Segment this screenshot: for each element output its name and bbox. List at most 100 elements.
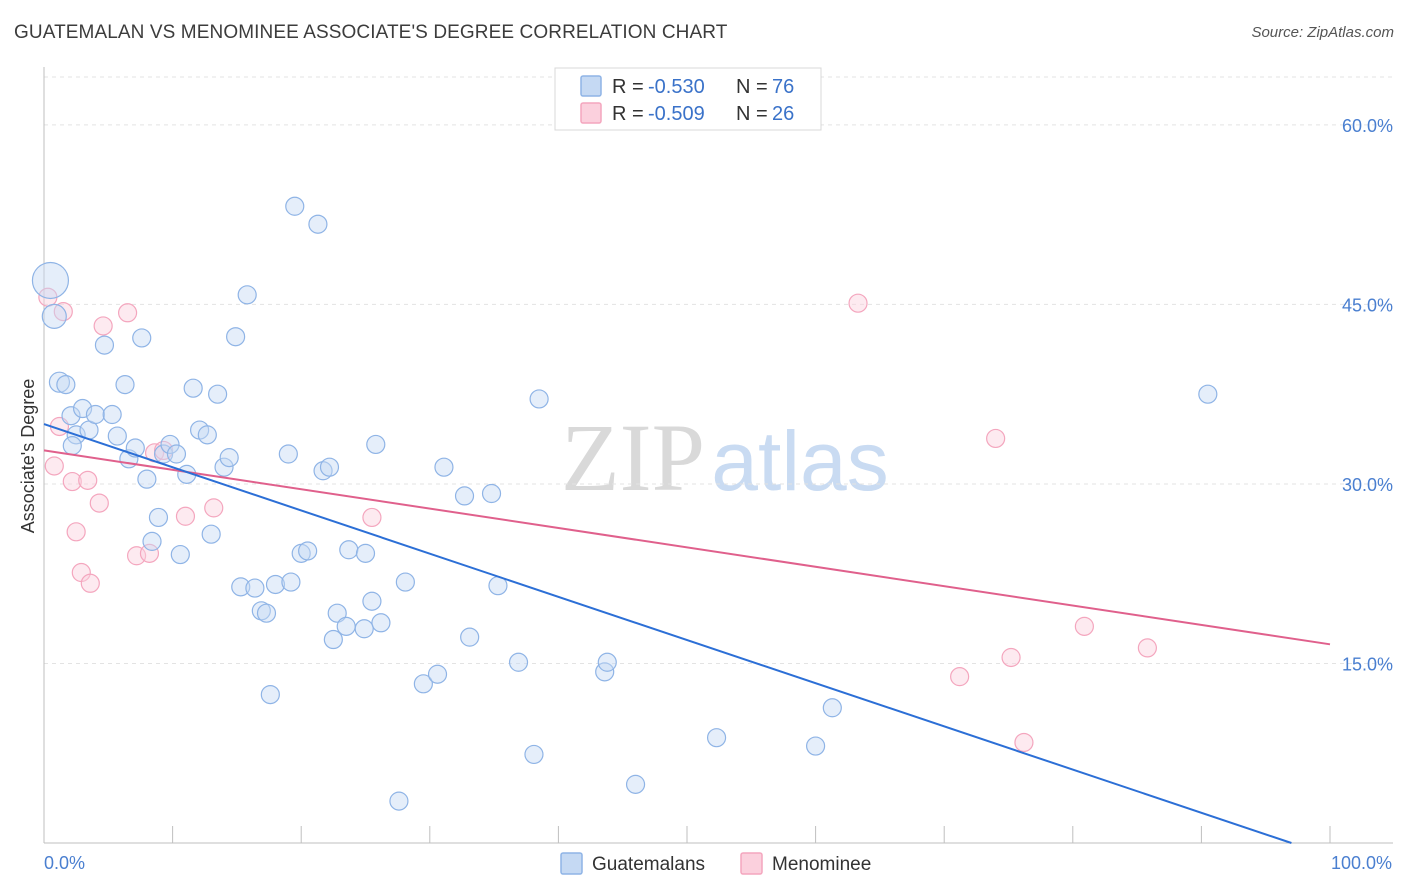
menominee-trend-line xyxy=(43,449,1331,646)
menominee-point xyxy=(117,303,138,323)
menominee-point xyxy=(950,667,970,687)
guatemalans-point xyxy=(94,335,115,355)
guatemalans-point xyxy=(107,426,127,446)
source-label: Source: ZipAtlas.com xyxy=(1251,24,1394,41)
guatemalans-point xyxy=(323,629,343,650)
guatemalans-point xyxy=(219,448,239,468)
guatemalans-point xyxy=(256,603,277,623)
guatemalans-point xyxy=(454,486,475,506)
menominee-point xyxy=(139,543,160,563)
series-legend-guatemalans: Guatemalans xyxy=(592,854,705,875)
legend-n-label-1: N = xyxy=(736,76,768,98)
menominee-points xyxy=(38,287,1157,753)
series-legend: Guatemalans Menominee xyxy=(560,852,871,875)
guatemalans-point xyxy=(62,436,82,456)
legend-n-value-1: 76 xyxy=(772,76,794,98)
guatemalans-point xyxy=(625,774,646,794)
guatemalans-point xyxy=(137,469,157,489)
menominee-point xyxy=(204,498,224,518)
legend-n-value-2: 26 xyxy=(772,103,794,125)
guatemalans-point xyxy=(354,619,374,639)
legend-swatch-blue xyxy=(580,75,602,97)
guatemalans-point xyxy=(355,543,376,563)
y-tick-label-30: 30.0% xyxy=(1342,475,1393,495)
guatemalans-point xyxy=(115,374,135,395)
guatemalans-point xyxy=(460,627,480,647)
grid-lines xyxy=(44,76,1393,664)
guatemalans-point xyxy=(597,652,617,672)
guatemalans-point xyxy=(427,664,448,684)
guatemalans-point xyxy=(41,303,67,329)
guatemalans-point xyxy=(260,684,280,705)
guatemalans-point xyxy=(278,444,298,464)
menominee-point xyxy=(175,506,196,526)
menominee-point xyxy=(1074,616,1094,636)
series-legend-menominee: Menominee xyxy=(772,854,871,875)
guatemalans-point xyxy=(208,384,228,404)
watermark-zip: ZIP xyxy=(561,404,705,511)
guatemalans-point xyxy=(327,603,347,623)
correlation-legend: R = -0.530 N = 76 R = -0.509 N = 26 xyxy=(554,67,822,131)
guatemalans-trend-line xyxy=(43,423,1292,844)
legend-swatch-pink xyxy=(580,102,602,124)
legend-r-label-1: R = xyxy=(612,76,644,98)
guatemalans-point xyxy=(237,285,257,305)
menominee-point xyxy=(66,522,86,542)
guatemalans-point xyxy=(31,261,70,300)
guatemalans-point xyxy=(226,327,246,347)
legend-r-value-1: -0.530 xyxy=(648,76,705,98)
menominee-point xyxy=(53,301,73,322)
guatemalans-point xyxy=(805,736,826,756)
guatemalans-point xyxy=(251,601,271,621)
guatemalans-point xyxy=(61,406,81,426)
watermark-atlas: atlas xyxy=(711,414,888,508)
series-legend-swatch-guatemalans xyxy=(560,852,583,875)
guatemalans-point xyxy=(389,791,409,811)
menominee-point xyxy=(848,293,868,313)
y-tick-label-45: 45.0% xyxy=(1342,295,1393,315)
y-tick-label-60: 60.0% xyxy=(1342,116,1393,136)
guatemalans-point xyxy=(336,616,356,636)
menominee-point xyxy=(93,316,113,336)
legend-r-label-2: R = xyxy=(612,103,644,125)
guatemalans-point xyxy=(298,541,318,561)
guatemalans-point xyxy=(339,540,359,560)
guatemalans-point xyxy=(166,444,187,464)
guatemalans-point xyxy=(508,652,529,672)
menominee-point xyxy=(89,493,109,513)
y-tick-labels: 15.0% 30.0% 45.0% 60.0% xyxy=(1342,116,1393,675)
guatemalans-point xyxy=(281,572,301,592)
menominee-point xyxy=(986,428,1006,449)
guatemalans-point xyxy=(313,461,333,481)
guatemalans-point xyxy=(183,378,203,398)
guatemalans-point xyxy=(413,674,433,694)
guatemalans-point xyxy=(822,698,842,718)
guatemalans-point xyxy=(481,483,502,504)
guatemalans-point xyxy=(434,457,454,477)
menominee-point xyxy=(1001,647,1021,668)
guatemalans-point xyxy=(285,196,305,216)
guatemalans-point xyxy=(529,389,549,409)
guatemalans-point xyxy=(201,524,221,544)
guatemalans-point xyxy=(706,728,727,748)
guatemalans-point xyxy=(48,371,71,393)
guatemalans-point xyxy=(524,744,544,765)
guatemalans-point xyxy=(148,507,169,528)
guatemalans-point xyxy=(1198,384,1218,404)
guatemalans-point xyxy=(214,457,234,477)
guatemalans-point xyxy=(308,214,328,234)
guatemalans-point xyxy=(160,434,180,455)
guatemalans-point xyxy=(132,328,152,348)
axes xyxy=(43,67,1393,844)
y-axis-label: Associate's Degree xyxy=(18,379,38,534)
menominee-point xyxy=(80,573,100,593)
x-tick-max: 100.0% xyxy=(1331,853,1392,873)
guatemalans-point xyxy=(319,457,340,477)
guatemalans-point xyxy=(170,544,190,565)
guatemalans-point xyxy=(142,531,162,551)
guatemalans-point xyxy=(362,591,382,611)
menominee-point xyxy=(1137,638,1157,658)
y-tick-label-15: 15.0% xyxy=(1342,654,1393,674)
x-tick-min: 0.0% xyxy=(44,853,85,873)
